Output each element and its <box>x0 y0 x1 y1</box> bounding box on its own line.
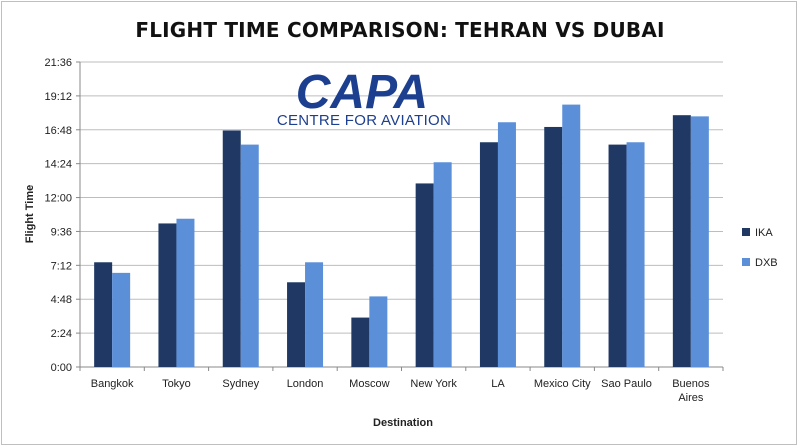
y-tick-label: 7:12 <box>51 260 72 272</box>
bar-dxb-bangkok <box>112 272 131 367</box>
y-tick-label: 21:36 <box>44 57 72 69</box>
y-tick-label: 4:48 <box>51 294 72 306</box>
bar-ika-sao-paulo <box>608 144 627 367</box>
bars <box>94 104 709 368</box>
bar-dxb-mexico-city <box>562 104 581 368</box>
legend-label-dxb: DXB <box>755 257 778 269</box>
y-tick-label: 0:00 <box>51 362 72 374</box>
bar-ika-tokyo <box>158 223 177 367</box>
bar-dxb-new-york <box>433 162 452 367</box>
bar-ika-bangkok <box>94 262 113 367</box>
bar-ika-la <box>479 142 498 367</box>
x-tick-label: Moscow <box>349 378 389 390</box>
chart-title: FLIGHT TIME COMPARISON: TEHRAN VS DUBAI <box>135 18 665 42</box>
y-tick-label: 14:24 <box>44 159 72 171</box>
x-axis-label: Destination <box>373 417 433 429</box>
bar-ika-moscow <box>351 317 370 367</box>
bar-ika-sydney <box>222 130 241 367</box>
x-tick-label: London <box>287 378 324 390</box>
x-tick-label: Buenos <box>672 378 710 390</box>
bar-dxb-london <box>305 262 324 367</box>
x-axis-ticks: Bangkok Tokyo Sydney London Moscow New York LA… <box>79 367 724 404</box>
x-tick-label: Mexico City <box>534 378 591 390</box>
x-tick-label: Sydney <box>222 378 259 390</box>
logo-sub-text: CENTRE FOR AVIATION <box>277 112 451 129</box>
legend-swatch-ika <box>742 228 750 236</box>
legend-swatch-dxb <box>742 258 750 266</box>
logo-main-text: CAPA <box>296 66 428 119</box>
bar-dxb-sao-paulo <box>626 142 645 367</box>
y-tick-label: 2:24 <box>51 328 72 340</box>
x-tick-label: Tokyo <box>162 378 191 390</box>
bar-ika-london <box>287 282 306 367</box>
x-tick-label: New York <box>410 378 457 390</box>
bar-dxb-sydney <box>240 144 259 367</box>
x-tick-label: LA <box>491 378 505 390</box>
y-tick-label: 12:00 <box>44 193 72 205</box>
capa-logo: CAPA CENTRE FOR AVIATION <box>277 66 451 129</box>
bar-dxb-buenos-aires <box>690 116 709 367</box>
bar-ika-mexico-city <box>544 126 563 367</box>
x-tick-label: Aires <box>678 392 704 404</box>
bar-ika-buenos-aires <box>672 115 691 367</box>
x-tick-label: Sao Paulo <box>601 378 652 390</box>
legend-label-ika: IKA <box>755 227 773 239</box>
x-tick-label: Bangkok <box>91 378 134 390</box>
y-tick-label: 16:48 <box>44 125 72 137</box>
bar-dxb-la <box>497 122 516 367</box>
y-tick-label: 9:36 <box>51 226 72 238</box>
legend: IKA DXB <box>742 227 778 269</box>
bar-dxb-moscow <box>369 296 388 367</box>
bar-dxb-tokyo <box>176 218 195 367</box>
y-tick-label: 19:12 <box>44 91 72 103</box>
y-axis-label: Flight Time <box>24 185 36 243</box>
bar-ika-new-york <box>415 183 434 367</box>
y-axis-ticks: 0:00 2:24 4:48 7:12 9:36 12:00 14:24 16:48 19:12… <box>44 57 72 374</box>
